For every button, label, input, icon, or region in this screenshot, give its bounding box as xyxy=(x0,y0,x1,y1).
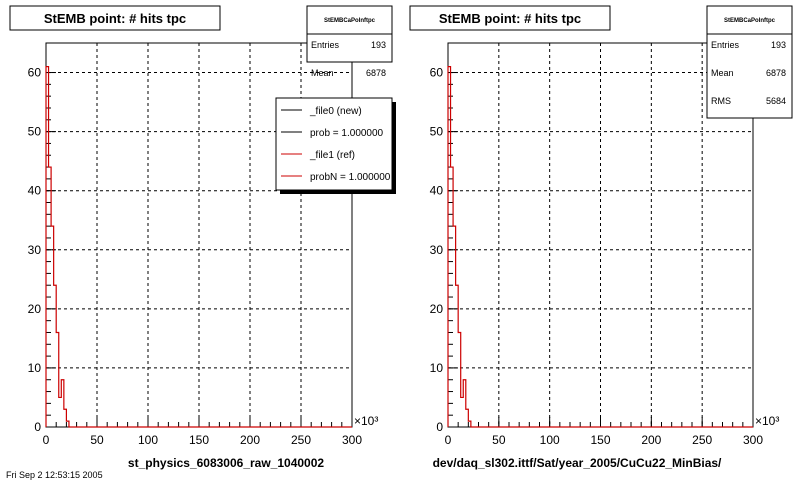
stats-label: Entries xyxy=(711,40,740,50)
stats-value: 193 xyxy=(371,40,386,50)
chart-title: StEMB point: # hits tpc xyxy=(44,11,186,26)
histogram-panel-2: 0 50 100 150 200 250 300 0 10 20 30 40 50 60 ×10³ StEMB… xyxy=(409,5,793,470)
x-tick-label: 100 xyxy=(540,433,560,447)
legend-entry: _file1 (ref) xyxy=(309,150,355,161)
stats-label: Entries xyxy=(311,40,340,50)
x-tick-label: 50 xyxy=(492,433,506,447)
legend-entry: probN = 1.000000 xyxy=(310,172,391,183)
x-axis-label: dev/daq_sl302.ittf/Sat/year_2005/CuCu22_… xyxy=(433,456,722,470)
y-tick-label: 30 xyxy=(28,243,42,257)
stats-name: StEMBCaPoInftpc xyxy=(324,18,376,24)
x-tick-label: 150 xyxy=(590,433,610,447)
x-tick-label: 0 xyxy=(445,433,452,447)
x-tick-label: 300 xyxy=(743,433,763,447)
histogram-panel-1: 0 50 100 150 200 250 300 0 10 20 30 40 50 60 ×10³ StEMB… xyxy=(9,5,396,470)
x-tick-label: 150 xyxy=(189,433,209,447)
x-tick-label: 250 xyxy=(291,433,311,447)
x-tick-label: 250 xyxy=(692,433,712,447)
stats-value: 6878 xyxy=(366,68,386,78)
y-tick-label: 0 xyxy=(34,420,41,434)
title-box xyxy=(409,5,611,31)
stats-label: Mean xyxy=(711,68,734,78)
y-tick-label: 0 xyxy=(436,420,443,434)
y-tick-label: 60 xyxy=(430,66,444,80)
y-tick-label: 20 xyxy=(28,302,42,316)
x-tick-label: 200 xyxy=(240,433,260,447)
x-exponent-label: ×10³ xyxy=(755,414,779,428)
x-tick-label: 200 xyxy=(641,433,661,447)
stats-value: 193 xyxy=(771,40,786,50)
legend-box xyxy=(275,97,393,191)
stats-value: 6878 xyxy=(766,68,786,78)
y-tick-label: 20 xyxy=(430,302,444,316)
y-tick-label: 40 xyxy=(430,184,444,198)
legend-entry: prob = 1.000000 xyxy=(310,128,384,139)
y-tick-label: 10 xyxy=(430,361,444,375)
title-box xyxy=(9,5,221,31)
y-tick-label: 50 xyxy=(430,125,444,139)
footer-timestamp: Fri Sep 2 12:53:15 2005 xyxy=(6,470,103,480)
x-tick-label: 50 xyxy=(90,433,104,447)
x-axis-label: st_physics_6083006_raw_1040002 xyxy=(128,456,324,470)
y-tick-label: 10 xyxy=(28,361,42,375)
x-tick-label: 300 xyxy=(342,433,362,447)
stats-label: RMS xyxy=(711,96,731,106)
y-tick-label: 60 xyxy=(28,66,42,80)
chart-title: StEMB point: # hits tpc xyxy=(439,11,581,26)
y-tick-label: 50 xyxy=(28,125,42,139)
stats-name: StEMBCaPoInftpc xyxy=(724,18,776,24)
histogram-series-1 xyxy=(45,66,352,428)
stats-label: Mean xyxy=(311,68,334,78)
stats-value: 5684 xyxy=(766,96,786,106)
x-tick-label: 0 xyxy=(43,433,50,447)
y-tick-label: 40 xyxy=(28,184,42,198)
x-exponent-label: ×10³ xyxy=(354,414,378,428)
histogram-series-1 xyxy=(447,66,753,428)
x-tick-label: 100 xyxy=(138,433,158,447)
stats-box xyxy=(706,5,793,119)
legend-entry: _file0 (new) xyxy=(309,106,362,117)
y-tick-label: 30 xyxy=(430,243,444,257)
